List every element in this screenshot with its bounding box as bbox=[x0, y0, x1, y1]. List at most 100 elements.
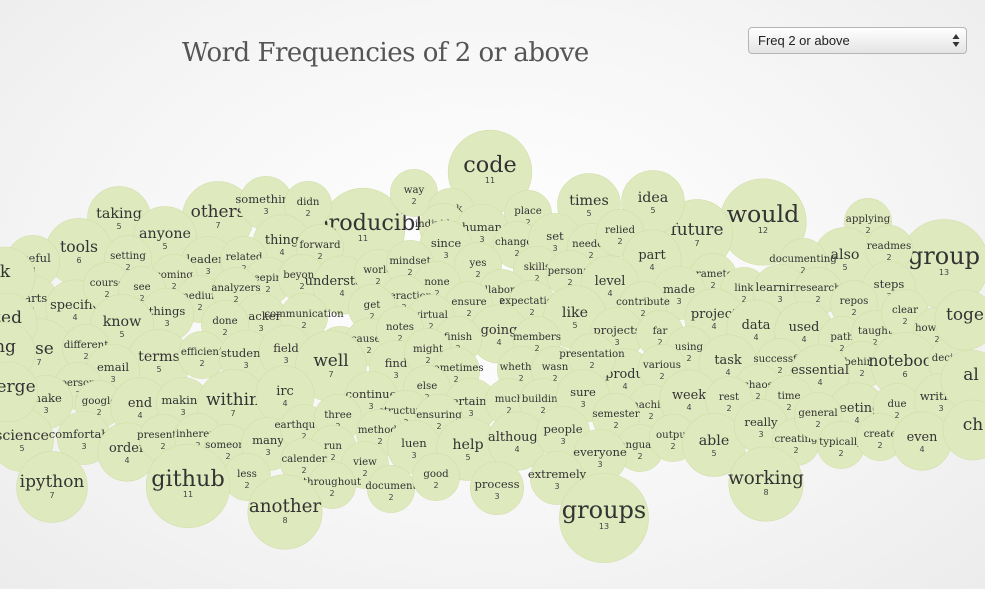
bubble-word-label: structured bbox=[379, 406, 434, 417]
bubble-count-label: 2 bbox=[514, 249, 519, 258]
bubble-word-label: way bbox=[404, 185, 425, 196]
bubble-count-label: 2 bbox=[233, 295, 238, 304]
bubble-word-label: meetings bbox=[827, 401, 887, 416]
bubble-word-label: earthquake bbox=[275, 420, 334, 431]
bubble-word-label: person bbox=[60, 378, 96, 389]
bubble-word-label: code bbox=[463, 152, 517, 178]
bubble-count-label: 2 bbox=[686, 354, 691, 363]
bubble-count-label: 2 bbox=[851, 308, 856, 317]
bubble-count-label: 8 bbox=[282, 516, 287, 525]
bubble-word-label: projects bbox=[593, 323, 640, 337]
bubble-word-label: even bbox=[907, 430, 938, 445]
bubble-count-label: 5 bbox=[650, 206, 655, 215]
word-bubble-merge[interactable]: merge bbox=[0, 361, 39, 423]
bubble-count-label: 3 bbox=[676, 297, 681, 306]
bubble-word-label: leaders bbox=[186, 252, 229, 266]
select-arrows-icon bbox=[952, 34, 960, 47]
bubble-word-label: time bbox=[777, 391, 800, 402]
bubble-word-label: many bbox=[252, 433, 284, 447]
bubble-word-label: forward bbox=[300, 240, 341, 251]
bubble-word-label: project bbox=[691, 307, 738, 322]
bubble-circle bbox=[145, 443, 231, 529]
word-bubble-toge[interactable]: toge bbox=[934, 289, 985, 351]
bubble-word-label: language bbox=[616, 440, 664, 451]
bubble-count-label: 2 bbox=[375, 277, 380, 286]
bubble-word-label: chaos bbox=[743, 380, 773, 391]
bubble-word-label: since bbox=[431, 236, 462, 250]
bubble-circle bbox=[942, 399, 985, 461]
bubble-count-label: 7 bbox=[694, 239, 699, 248]
bubble-count-label: 3 bbox=[494, 492, 499, 501]
bubble-word-label: made bbox=[663, 282, 695, 296]
bubble-word-label: document bbox=[365, 481, 417, 492]
bubble-count-label: 2 bbox=[640, 309, 645, 318]
bubble-word-label: done bbox=[212, 316, 237, 327]
bubble-word-label: taking bbox=[96, 206, 142, 222]
bubble-word-label: another bbox=[249, 496, 322, 517]
bubble-word-label: taught bbox=[858, 326, 893, 337]
bubble-circle bbox=[728, 446, 804, 522]
bubble-word-label: everyone bbox=[573, 445, 627, 459]
bubble-word-label: really bbox=[744, 415, 778, 429]
word-bubble-ch[interactable]: ch bbox=[942, 399, 985, 461]
bubble-count-label: 3 bbox=[368, 402, 373, 411]
bubble-word-label: al bbox=[963, 365, 979, 385]
bubble-word-label: end bbox=[128, 396, 152, 411]
bubble-count-label: 4 bbox=[919, 445, 924, 454]
bubble-count-label: 3 bbox=[258, 324, 263, 333]
word-bubble-al[interactable]: al bbox=[940, 349, 985, 411]
bubble-count-label: 2 bbox=[588, 251, 593, 260]
bubble-word-label: three bbox=[324, 410, 352, 421]
bubble-word-label: thing bbox=[265, 233, 299, 248]
bubble-word-label: also bbox=[831, 247, 860, 263]
bubble-word-label: run bbox=[324, 441, 342, 452]
bubble-word-label: order bbox=[109, 441, 146, 456]
bubble-count-label: 2 bbox=[777, 366, 782, 375]
bubble-count-label: 4 bbox=[137, 411, 142, 420]
bubble-count-label: 3 bbox=[554, 482, 559, 491]
bubble-count-label: 3 bbox=[110, 375, 115, 384]
bubble-count-label: 2 bbox=[96, 408, 101, 417]
bubble-count-label: 2 bbox=[139, 294, 144, 303]
frequency-select[interactable]: Freq 2 or above bbox=[748, 27, 967, 54]
bubble-word-label: although bbox=[488, 430, 546, 445]
bubble-count-label: 3 bbox=[443, 251, 448, 260]
bubble-count-label: 2 bbox=[534, 344, 539, 353]
bubble-word-label: finish bbox=[444, 332, 473, 343]
bubble-count-label: 2 bbox=[567, 278, 572, 287]
bubble-word-label: would bbox=[727, 200, 800, 228]
bubble-count-label: 2 bbox=[839, 344, 844, 353]
bubble-word-label: toge bbox=[946, 305, 984, 325]
bubble-count-label: 2 bbox=[199, 359, 204, 368]
bubble-word-label: people bbox=[543, 422, 582, 436]
bubble-count-label: 2 bbox=[329, 489, 334, 498]
bubble-count-label: 2 bbox=[815, 295, 820, 304]
bubble-word-label: applying bbox=[846, 214, 891, 225]
bubble-count-label: 2 bbox=[793, 446, 798, 455]
bubble-count-label: 5 bbox=[162, 242, 167, 251]
bubble-word-label: anyone bbox=[139, 226, 191, 242]
bubble-count-label: 3 bbox=[265, 448, 270, 457]
bubble-count-label: 4 bbox=[496, 338, 501, 347]
bubble-word-label: groups bbox=[562, 496, 646, 524]
